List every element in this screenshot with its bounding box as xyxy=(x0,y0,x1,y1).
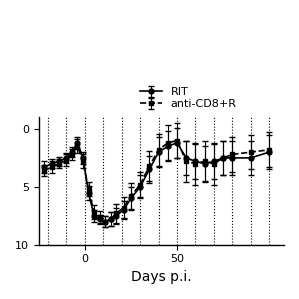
Legend: RIT, anti-CD8+R: RIT, anti-CD8+R xyxy=(138,85,239,112)
X-axis label: Days p.i.: Days p.i. xyxy=(131,270,192,284)
